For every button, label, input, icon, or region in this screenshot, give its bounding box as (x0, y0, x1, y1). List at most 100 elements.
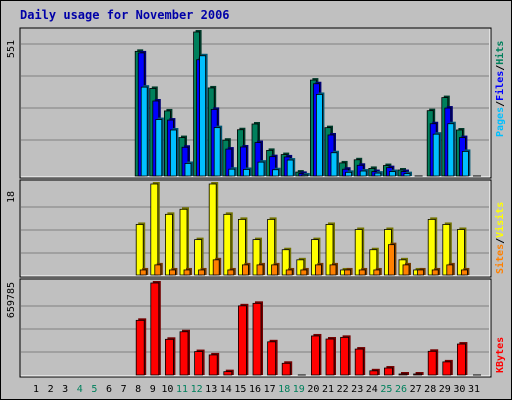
visits-bar-23 (354, 227, 365, 276)
pages-bar-20 (315, 92, 325, 177)
visits-bar-9 (150, 182, 160, 276)
kbytes-bar-29 (442, 359, 453, 376)
chart-title: Daily usage for November 2006 (20, 8, 230, 22)
pages-bar-9 (155, 117, 164, 177)
visits-bar-12 (194, 237, 204, 276)
pages-bar-13 (213, 125, 223, 177)
sites-bar-14 (227, 267, 236, 276)
visits-bar-8 (135, 222, 146, 276)
kbytes-bar-10 (164, 337, 176, 376)
bottom-y-max-label: 659785 (6, 282, 17, 318)
day-label-3: 3 (62, 384, 68, 395)
day-label-11: 11 (176, 384, 188, 395)
day-label-30: 30 (453, 384, 465, 395)
sites-bar-12 (198, 267, 207, 276)
legend-middle-item-0: Sites (494, 244, 506, 274)
day-label-29: 29 (439, 384, 451, 395)
kbytes-bar-23 (354, 347, 366, 376)
day-label-23: 23 (351, 384, 363, 395)
chart-labels: 551Pages/Files/Hits18Sites/Visits659785K… (6, 40, 506, 395)
kbytes-bar-8 (135, 318, 147, 376)
day-label-20: 20 (307, 384, 319, 395)
sites-bar-21 (329, 262, 338, 276)
day-label-24: 24 (366, 384, 378, 395)
sites-bar-15 (241, 262, 251, 276)
visits-bar-14 (223, 212, 233, 276)
sites-bar-30 (460, 267, 470, 276)
pages-bar-19 (301, 172, 310, 177)
kbytes-bar-26 (398, 372, 409, 376)
kbytes-bar-9 (150, 281, 161, 376)
visits-bar-30 (456, 227, 467, 276)
visits-bar-11 (179, 207, 189, 276)
visits-bar-16 (252, 237, 262, 276)
legend-middle-item-2: Visits (494, 202, 506, 238)
day-label-12: 12 (191, 384, 203, 395)
kbytes-bar-12 (194, 349, 205, 376)
pages-bar-23 (359, 169, 369, 177)
sites-bar-27 (417, 267, 426, 276)
sites-bar-11 (183, 267, 192, 276)
visits-bar-17 (267, 217, 277, 276)
pages-bar-12 (199, 53, 208, 177)
pages-bar-16 (257, 160, 266, 177)
legend-top-item-1: / (495, 101, 506, 107)
day-label-6: 6 (106, 384, 112, 395)
day-label-5: 5 (91, 384, 97, 395)
day-label-22: 22 (337, 384, 349, 395)
sites-bar-17 (271, 262, 280, 276)
legend-middle-item-1: / (495, 238, 506, 244)
day-label-2: 2 (48, 384, 54, 395)
panel-middle (19, 179, 492, 278)
day-label-26: 26 (395, 384, 407, 395)
visits-bar-10 (164, 212, 175, 276)
visits-bar-19 (296, 257, 306, 276)
day-label-19: 19 (293, 384, 305, 395)
visits-bar-13 (208, 182, 219, 276)
day-label-10: 10 (161, 384, 173, 395)
pages-bar-24 (374, 171, 383, 177)
kbytes-bar-11 (179, 329, 190, 376)
day-label-15: 15 (234, 384, 246, 395)
pages-bar-18 (286, 158, 296, 177)
day-label-25: 25 (380, 384, 392, 395)
pages-bar-25 (388, 169, 398, 177)
sites-bar-10 (168, 267, 178, 276)
kbytes-bar-22 (340, 335, 351, 376)
visits-bar-28 (427, 217, 438, 276)
day-label-18: 18 (278, 384, 290, 395)
pages-bar-14 (228, 167, 237, 177)
sites-bar-9 (154, 262, 163, 276)
pages-bar-15 (242, 167, 252, 177)
pages-bar-22 (345, 170, 354, 177)
top-y-max-label: 551 (6, 40, 17, 58)
day-label-31: 31 (468, 384, 480, 395)
legend-top-item-0: Pages (495, 107, 506, 137)
kbytes-bar-27 (413, 372, 424, 376)
day-label-13: 13 (205, 384, 217, 395)
sites-bar-26 (402, 262, 411, 276)
sites-bar-19 (300, 267, 309, 276)
sites-bar-28 (431, 267, 441, 276)
middle-y-max-label: 18 (6, 191, 17, 203)
visits-bar-29 (442, 222, 452, 276)
legend-top-item-2: Files (494, 71, 506, 101)
day-label-27: 27 (410, 384, 422, 395)
kbytes-bar-17 (267, 339, 278, 376)
sites-bar-18 (285, 267, 295, 276)
pages-bar-28 (432, 132, 442, 177)
day-label-7: 7 (121, 384, 127, 395)
kbytes-bar-24 (369, 368, 380, 376)
sites-bar-22 (344, 267, 353, 276)
pages-bar-17 (272, 167, 281, 177)
legend-top-item-3: / (495, 65, 506, 71)
kbytes-bar-15 (237, 303, 249, 376)
pages-bar-10 (169, 128, 179, 177)
visits-bar-15 (237, 217, 248, 276)
visits-bar-20 (310, 237, 321, 276)
sites-bar-8 (139, 267, 149, 276)
sites-bar-23 (358, 267, 368, 276)
day-label-16: 16 (249, 384, 261, 395)
chart-bars (134, 30, 481, 376)
